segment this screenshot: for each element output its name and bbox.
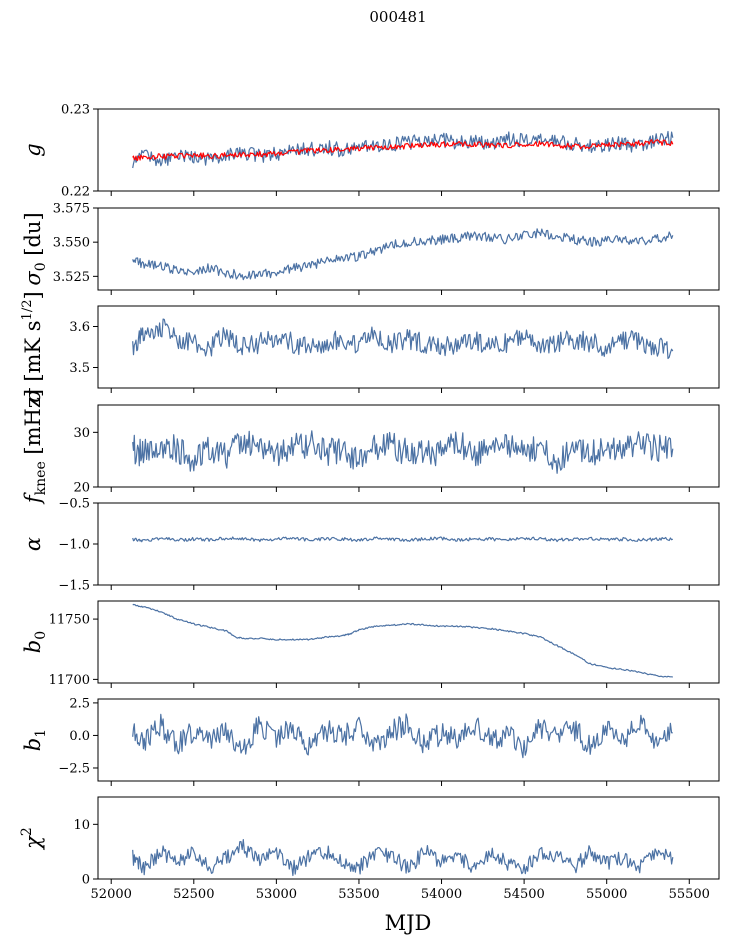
panel-5: −1.5 −1.0 −0.5 α (21, 497, 720, 594)
series-line-b0 (132, 603, 673, 678)
series-line-g_fit (132, 139, 674, 161)
x-tick-label: 54000 (421, 887, 462, 902)
series-line-sigma0 (132, 228, 674, 281)
x-tick-label: 55500 (669, 887, 710, 902)
y-axis-label: b0 (21, 631, 49, 653)
y-tick-label: 30 (73, 426, 90, 441)
y-tick-label: 10 (73, 818, 90, 833)
axes-frame (97, 305, 720, 389)
panels: 0.22 0.23 g 3.525 3.550 3.575 σ0 [du] 3.5 3.6 σ [… (19, 103, 720, 902)
series-line-b1 (132, 713, 673, 759)
y-tick-label: 11750 (49, 613, 90, 628)
x-tick-label: 52000 (91, 887, 132, 902)
y-axis-label: χ2 (19, 827, 45, 851)
y-tick-label: 3.6 (69, 320, 90, 335)
series-line-chi2 (132, 839, 674, 877)
panel-7: −2.5 0.0 2.5 b1 (21, 696, 720, 786)
panel-3: 3.5 3.6 σ [mK s1/2] (20, 291, 720, 403)
axes-frame (97, 502, 720, 586)
y-axis-label: σ [mK s1/2] (20, 291, 45, 402)
panel-2: 3.525 3.550 3.575 σ0 [du] (21, 202, 720, 295)
y-tick-label: −1.5 (58, 579, 90, 594)
panel-8: 0 10 52000 52500 53000 53500 54000 54500 55000 55… (19, 796, 720, 902)
y-tick-label: 3.5 (69, 361, 90, 376)
y-axis-label: g (21, 143, 45, 156)
panel-4: 20 30 fknee [mHz] (21, 389, 720, 505)
y-tick-label: 11700 (49, 673, 90, 688)
y-axis-label: σ0 [du] (21, 212, 49, 285)
y-tick-label: −2.5 (58, 761, 90, 776)
axes-frame (97, 404, 720, 488)
x-tick-label: 52500 (173, 887, 214, 902)
axes-frame (97, 796, 720, 880)
y-axis-label: b1 (21, 729, 49, 751)
series-line-g (132, 130, 674, 169)
panel-1: 0.22 0.23 g (21, 103, 720, 200)
y-axis-label: fknee [mHz] (21, 389, 49, 505)
y-tick-label: 2.5 (69, 696, 90, 711)
y-tick-label: 3.525 (53, 270, 90, 285)
axes-frame (97, 108, 720, 192)
x-axis-label: MJD (385, 911, 432, 935)
y-tick-label: −0.5 (58, 497, 90, 512)
x-tick-label: 53000 (256, 887, 297, 902)
x-tick-label: 54500 (503, 887, 544, 902)
y-axis-label: α (21, 537, 45, 551)
y-tick-label: 0.0 (69, 729, 90, 744)
y-tick-label: 0.22 (61, 185, 90, 200)
series-line-sigma (132, 318, 674, 360)
y-tick-label: −1.0 (58, 538, 90, 553)
figure-title: 000481 (369, 8, 426, 26)
series-line-alpha (132, 536, 674, 543)
axes-frame (97, 698, 720, 782)
series-line-fknee (132, 430, 674, 474)
x-tick-label: 53500 (338, 887, 379, 902)
x-tick-label: 55000 (586, 887, 627, 902)
axes-frame (97, 600, 720, 684)
y-tick-label: 0 (82, 873, 90, 888)
y-tick-label: 3.575 (53, 202, 90, 217)
y-tick-label: 20 (73, 481, 90, 496)
axes-frame (97, 207, 720, 291)
y-tick-label: 3.550 (53, 236, 90, 251)
y-tick-label: 0.23 (61, 103, 90, 118)
